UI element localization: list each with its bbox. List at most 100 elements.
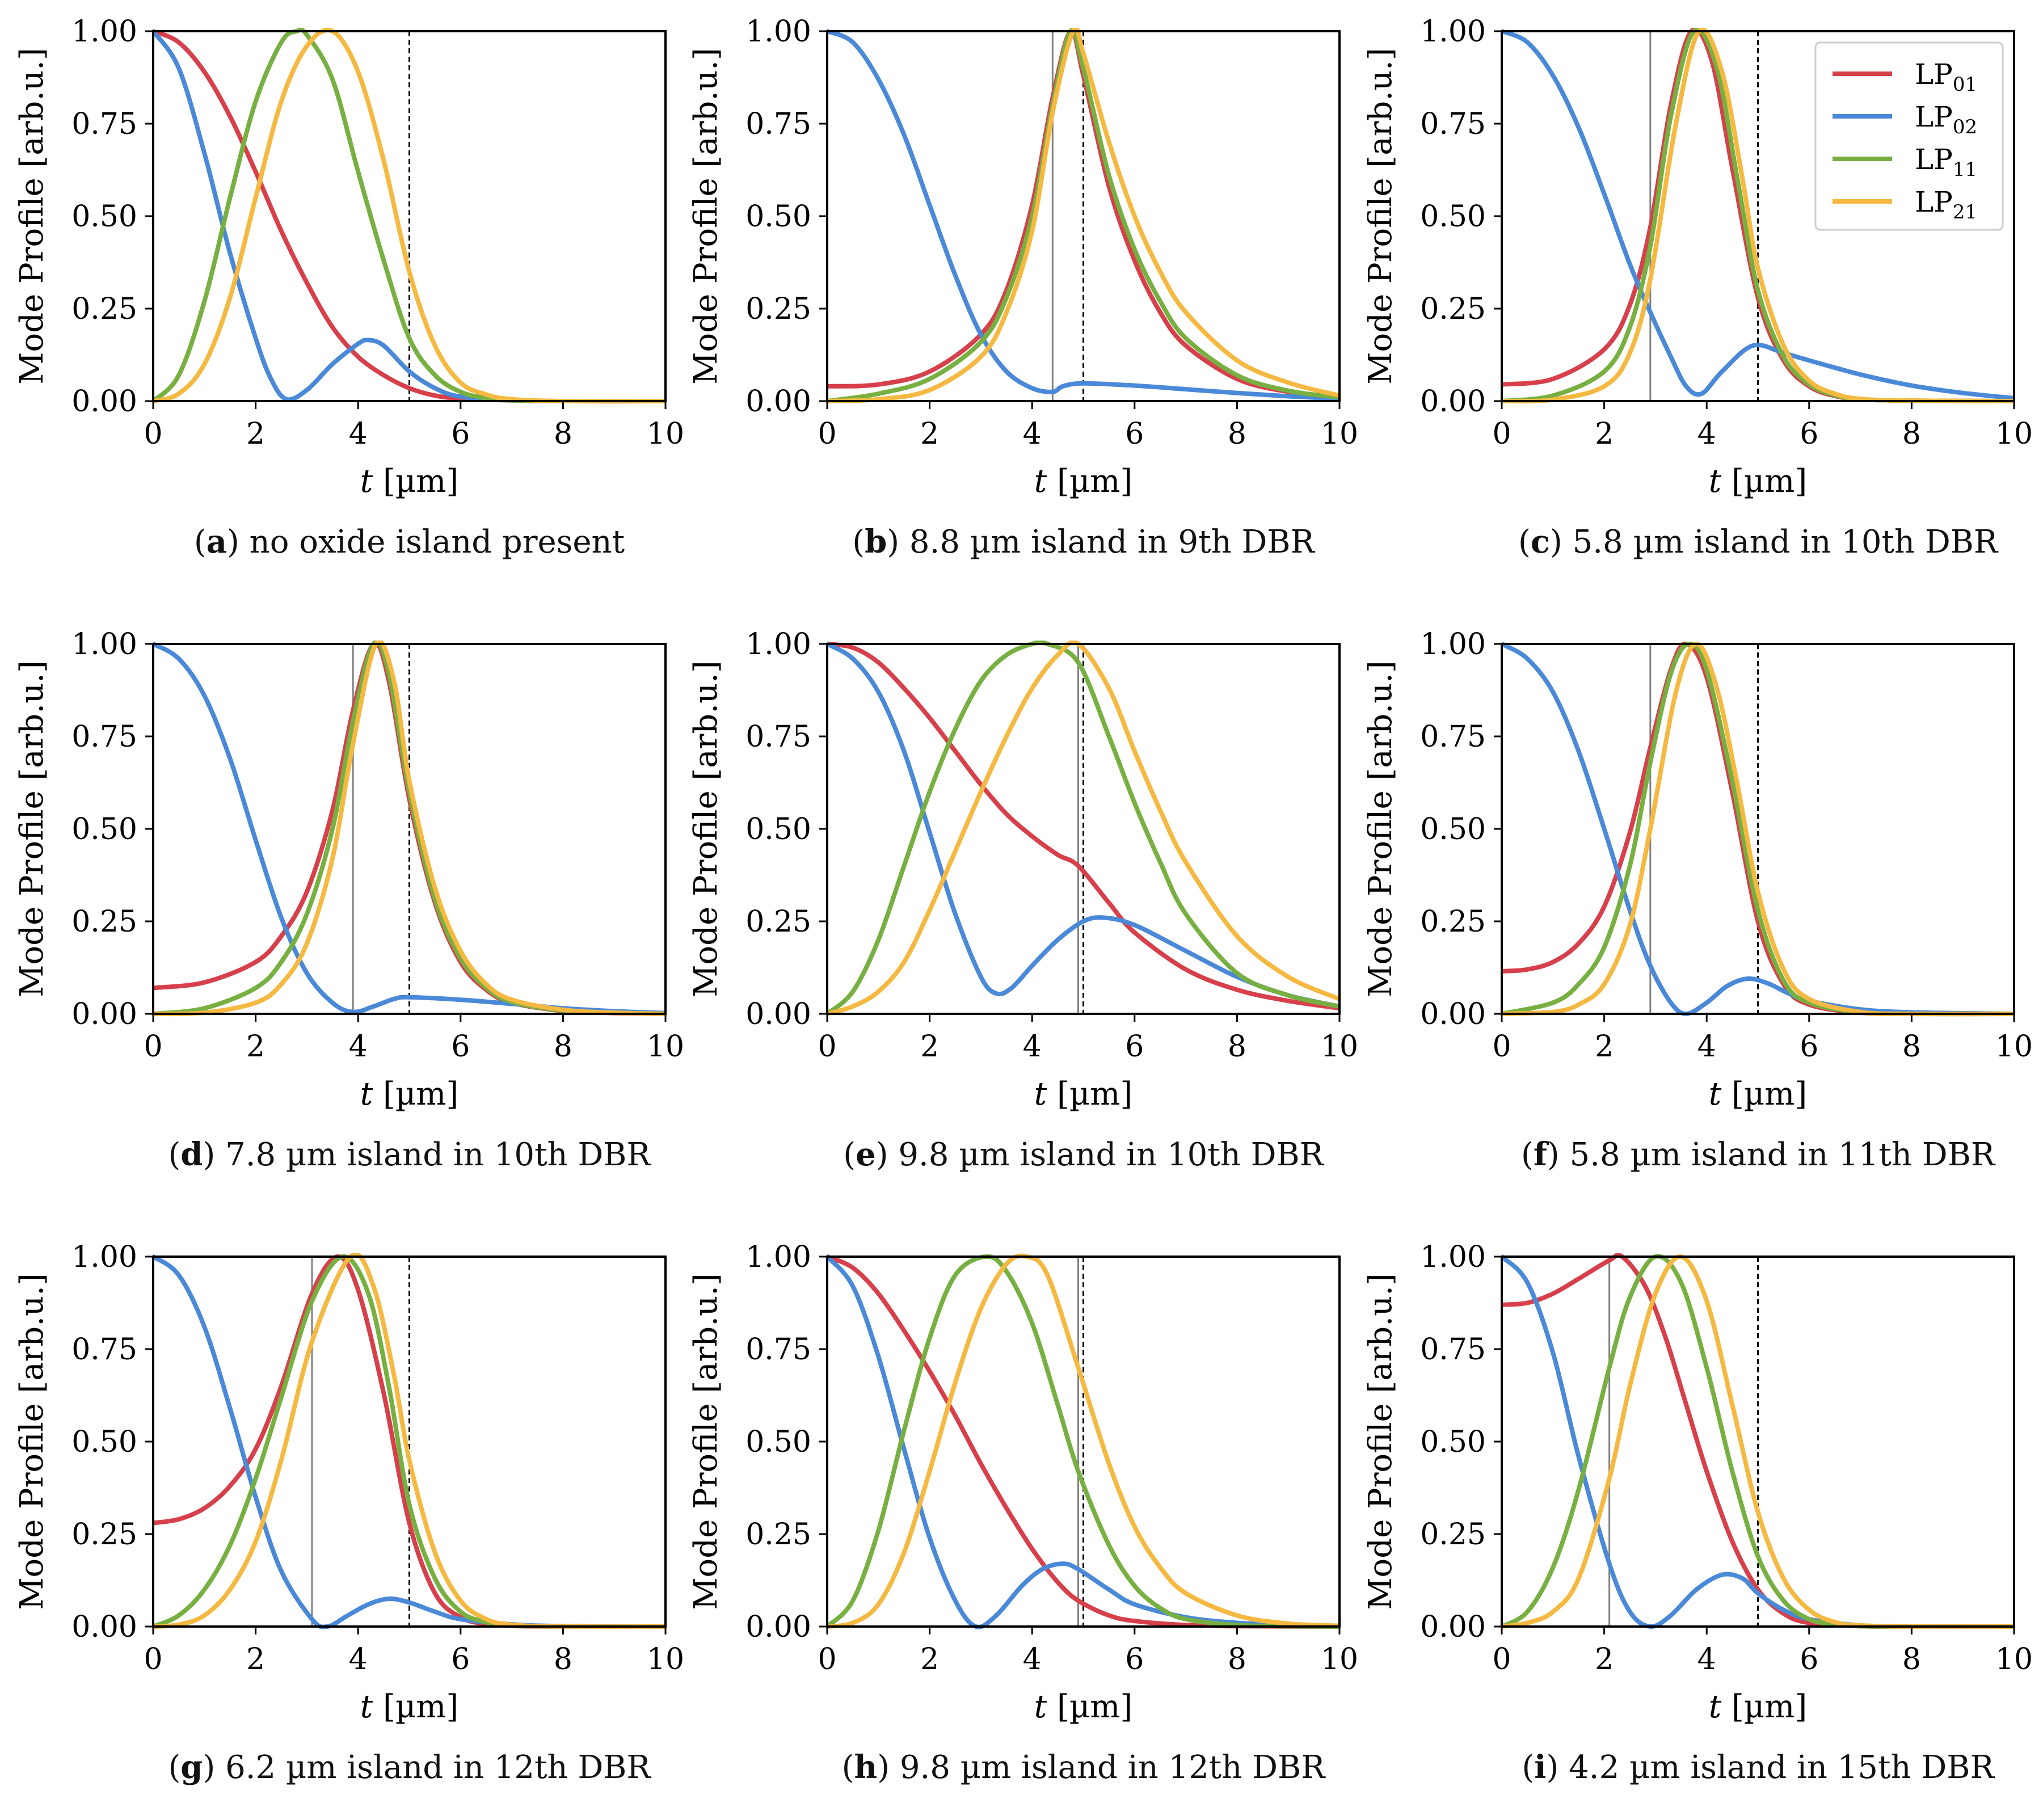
x-tick-label: 10 <box>1321 417 1358 451</box>
x-tick-label: 6 <box>1800 1030 1818 1064</box>
series-line-lp11 <box>153 28 665 404</box>
caption-d: (d) 7.8 µm island in 10th DBR <box>168 1136 651 1173</box>
panel-e: 0 2 4 6 8 10 0.00 0.25 0.50 0.75 1.00 t [µm] Mode Pr… <box>688 627 1358 1113</box>
caption-text: 8.8 µm island in 9th DBR <box>909 524 1315 561</box>
y-tick-label: 1.00 <box>745 627 811 662</box>
legend: LP01 LP02 LP11 LP21 <box>1814 41 2004 231</box>
x-tick-label: 8 <box>1228 417 1246 451</box>
series-line-lp21 <box>153 28 665 404</box>
y-tick-label: 0.00 <box>745 1610 811 1644</box>
x-axis-label: t [µm] <box>360 1076 459 1113</box>
x-tick-label: 6 <box>451 417 470 451</box>
x-axis-label: t [µm] <box>360 463 459 500</box>
x-tick-label: 2 <box>1595 417 1614 451</box>
x-tick-label: 4 <box>349 1030 368 1064</box>
y-tick-label: 0.75 <box>1420 1333 1486 1367</box>
y-tick-label: 1.00 <box>745 1240 811 1274</box>
x-tick-label: 8 <box>1902 1030 1921 1064</box>
x-tick-label: 0 <box>1492 417 1511 451</box>
x-tick-label: 10 <box>647 1642 684 1676</box>
y-tick-label: 1.00 <box>1420 15 1486 49</box>
y-tick-label: 0.75 <box>71 107 137 141</box>
x-tick-label: 2 <box>246 1642 265 1676</box>
legend-label-lp11: LP11 <box>1915 143 1977 181</box>
caption-letter: e <box>856 1136 876 1173</box>
caption-i: (i) 4.2 µm island in 15th DBR <box>1522 1749 1994 1786</box>
caption-letter: g <box>180 1749 203 1786</box>
x-axis-label: t [µm] <box>1034 1688 1133 1725</box>
y-axis-label: Mode Profile [arb.u.] <box>688 660 724 997</box>
x-tick-label: 4 <box>1023 417 1042 451</box>
caption-letter: f <box>1533 1136 1547 1173</box>
x-tick-label: 6 <box>1125 417 1144 451</box>
y-tick-label: 0.25 <box>1420 905 1486 939</box>
x-tick-label: 8 <box>554 1030 572 1064</box>
x-tick-label: 2 <box>246 417 265 451</box>
x-tick-label: 4 <box>1023 1030 1042 1064</box>
x-tick-label: 8 <box>1902 417 1921 451</box>
legend-label-lp21: LP21 <box>1915 186 1977 224</box>
x-tick-label: 4 <box>349 417 368 451</box>
x-tick-label: 6 <box>451 1642 470 1676</box>
x-tick-label: 2 <box>1595 1642 1614 1676</box>
panel-a: 0 2 4 6 8 10 0.00 0.25 0.50 0.75 1.00 t [µm] Mode Pr… <box>14 15 684 500</box>
series-line-lp21 <box>1502 28 2014 404</box>
y-tick-label: 1.00 <box>745 15 811 49</box>
panel-b: 0 2 4 6 8 10 0.00 0.25 0.50 0.75 1.00 t [µm] Mode Pr… <box>688 15 1358 500</box>
x-tick-label: 0 <box>144 1030 162 1064</box>
caption-letter: c <box>1530 523 1550 561</box>
x-tick-label: 8 <box>554 417 572 451</box>
series-line-lp21 <box>1502 642 2014 1017</box>
y-tick-label: 0.00 <box>745 385 811 419</box>
y-tick-label: 0.50 <box>71 1425 137 1459</box>
x-tick-label: 8 <box>1902 1642 1921 1676</box>
x-axis-label: t [µm] <box>1034 463 1133 500</box>
y-tick-label: 1.00 <box>1420 627 1486 662</box>
x-tick-label: 0 <box>144 417 162 451</box>
y-tick-label: 0.25 <box>745 292 811 326</box>
x-tick-label: 0 <box>818 1642 836 1676</box>
caption-letter: d <box>180 1136 203 1173</box>
y-tick-label: 0.50 <box>1420 200 1486 234</box>
y-axis-label: Mode Profile [arb.u.] <box>1362 48 1399 385</box>
caption-text: no oxide island present <box>249 524 625 561</box>
caption-text: 4.2 µm island in 15th DBR <box>1569 1749 1994 1786</box>
caption-text: 5.8 µm island in 10th DBR <box>1572 524 1998 561</box>
x-tick-label: 10 <box>1995 1030 2033 1064</box>
y-axis-label: Mode Profile [arb.u.] <box>14 1273 50 1610</box>
x-tick-label: 10 <box>1321 1030 1358 1064</box>
y-tick-label: 0.75 <box>745 720 811 754</box>
x-axis-label: t [µm] <box>1709 1688 1808 1725</box>
x-tick-label: 8 <box>554 1642 572 1676</box>
caption-text: 6.2 µm island in 12th DBR <box>225 1749 651 1786</box>
y-tick-label: 0.00 <box>1420 997 1486 1031</box>
y-tick-label: 0.50 <box>745 1425 811 1459</box>
x-tick-label: 2 <box>920 1030 939 1064</box>
x-tick-label: 2 <box>920 417 939 451</box>
x-axis-label: t [µm] <box>1709 463 1808 500</box>
x-tick-label: 6 <box>451 1030 470 1064</box>
x-tick-label: 6 <box>1125 1642 1144 1676</box>
y-axis-label: Mode Profile [arb.u.] <box>14 660 50 997</box>
caption-g: (g) 6.2 µm island in 12th DBR <box>168 1749 651 1786</box>
panel-f: 0 2 4 6 8 10 0.00 0.25 0.50 0.75 1.00 t [µm] Mode Pr… <box>1362 627 2033 1113</box>
y-tick-label: 1.00 <box>1420 1240 1486 1274</box>
y-tick-label: 0.25 <box>71 905 137 939</box>
series-line-lp02 <box>827 642 1339 1009</box>
y-tick-label: 0.75 <box>745 1333 811 1367</box>
y-tick-label: 0.25 <box>745 905 811 939</box>
y-tick-label: 1.00 <box>71 15 137 49</box>
x-axis-label: t [µm] <box>1709 1076 1808 1113</box>
y-tick-label: 0.00 <box>71 997 137 1031</box>
caption-h: (h) 9.8 µm island in 12th DBR <box>841 1749 1325 1786</box>
series-line-lp02 <box>1502 29 2014 401</box>
y-tick-label: 0.00 <box>71 1610 137 1644</box>
x-tick-label: 0 <box>144 1642 162 1676</box>
caption-letter: a <box>206 523 228 561</box>
y-tick-label: 0.75 <box>71 1333 137 1367</box>
y-tick-label: 0.50 <box>1420 812 1486 846</box>
legend-label-lp01: LP01 <box>1915 58 1977 96</box>
caption-f: (f) 5.8 µm island in 11th DBR <box>1520 1136 1995 1173</box>
y-tick-label: 0.50 <box>1420 1425 1486 1459</box>
